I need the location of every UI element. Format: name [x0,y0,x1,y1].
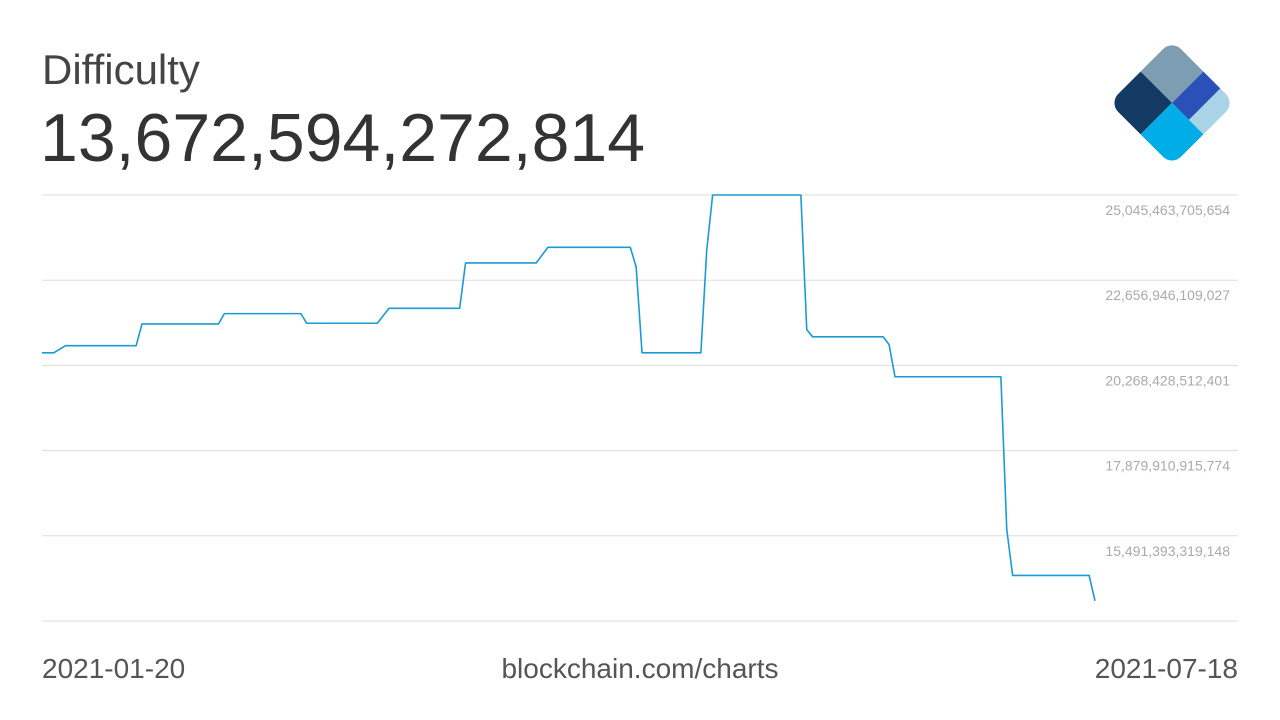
y-tick-label: 15,491,393,319,148 [1105,543,1230,559]
data-line [42,194,1096,601]
chart-title: Difficulty [42,46,200,93]
y-tick-label: 17,879,910,915,774 [1105,458,1230,474]
y-tick-label: 25,045,463,705,654 [1105,202,1230,218]
current-value: 13,672,594,272,814 [40,100,645,176]
source: blockchain.com/charts [501,653,778,684]
logo [1109,40,1235,166]
y-tick-label: 22,656,946,109,027 [1105,287,1230,303]
y-tick-label: 20,268,428,512,401 [1105,372,1230,388]
x-start-label: 2021-01-20 [42,653,185,684]
x-end-label: 2021-07-18 [1095,653,1238,684]
